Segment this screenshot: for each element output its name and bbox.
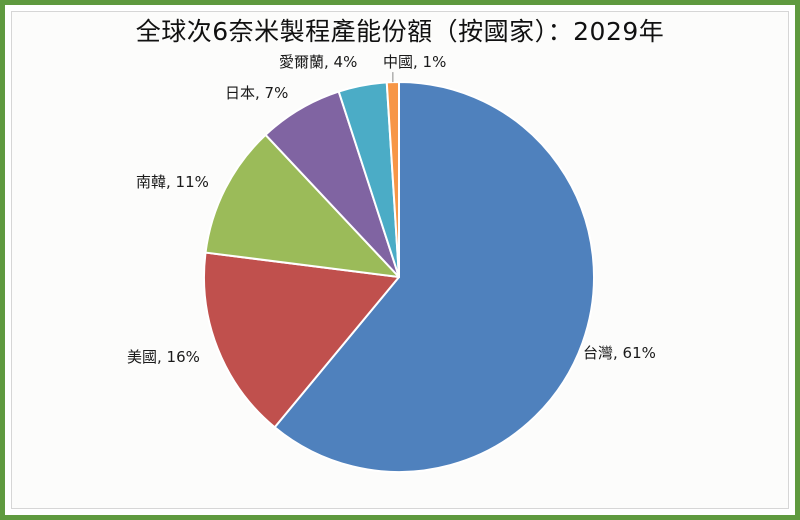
pie-slices — [203, 80, 595, 473]
label-ireland: 愛爾蘭, 4% — [279, 53, 358, 71]
pie-slice-usa — [203, 251, 400, 429]
pie-slice-taiwan — [273, 81, 595, 473]
chart-title: 全球次6奈米製程產能份額（按國家）：2029年 — [135, 17, 665, 46]
label-china: 中國, 1% — [383, 53, 447, 71]
label-taiwan: 台灣, 61% — [583, 344, 656, 362]
label-usa: 美國, 16% — [127, 348, 200, 366]
label-south-korea: 南韓, 11% — [136, 173, 209, 191]
pie-slice-south-korea — [204, 133, 400, 278]
label-japan: 日本, 7% — [225, 84, 289, 102]
